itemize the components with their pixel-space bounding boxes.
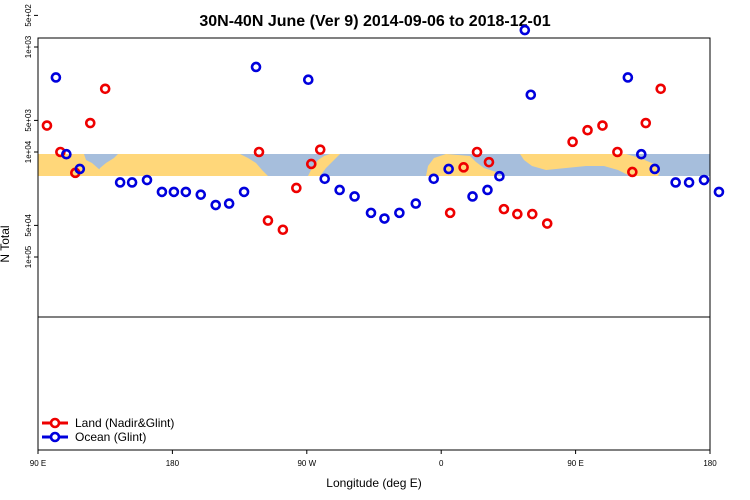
point-ocean xyxy=(238,186,250,198)
chart-title: 30N-40N June (Ver 9) 2014-09-06 to 2018-… xyxy=(199,13,550,30)
point-ocean xyxy=(223,198,235,209)
x-axis: 90 E 180 90 W 0 90 E 180 xyxy=(30,450,717,468)
point-ocean xyxy=(74,163,86,175)
legend-marker xyxy=(49,431,61,443)
legend-marker xyxy=(49,417,61,429)
point-ocean xyxy=(156,186,168,198)
point-land xyxy=(582,124,593,136)
point-land xyxy=(84,117,96,129)
point-ocean xyxy=(649,163,661,175)
x-tick-label: 90 E xyxy=(567,459,583,468)
point-ocean xyxy=(636,148,647,160)
point-land xyxy=(253,146,265,158)
point-land xyxy=(640,117,652,129)
point-ocean xyxy=(349,191,360,202)
point-land xyxy=(567,136,578,148)
point-land xyxy=(41,120,53,131)
point-ocean xyxy=(379,213,390,224)
point-ocean xyxy=(482,184,493,196)
point-ocean xyxy=(180,186,192,198)
point-land xyxy=(262,215,274,226)
point-land xyxy=(483,156,495,168)
point-ocean xyxy=(494,170,505,182)
point-ocean xyxy=(428,173,440,185)
plot-frame xyxy=(37,37,711,451)
point-land xyxy=(612,146,623,158)
x-tick-label: 0 xyxy=(439,459,444,468)
point-land xyxy=(458,162,469,173)
point-ocean xyxy=(519,24,531,36)
legend: Land (Nadir&Glint)Ocean (Glint) xyxy=(42,416,174,444)
point-ocean xyxy=(365,207,377,219)
point-land xyxy=(277,224,289,236)
point-land xyxy=(597,120,608,131)
point-ocean xyxy=(334,184,345,196)
x-tick-label: 180 xyxy=(166,459,180,468)
point-ocean xyxy=(250,61,262,73)
point-land xyxy=(498,203,510,215)
point-ocean xyxy=(168,186,180,198)
y-tick-label: 1e+04 xyxy=(24,140,33,163)
point-ocean xyxy=(50,72,62,83)
point-ocean xyxy=(319,173,331,185)
point-land xyxy=(444,207,456,219)
point-ocean xyxy=(683,177,695,188)
point-land xyxy=(526,208,538,220)
y-tick-label: 1e+03 xyxy=(24,35,33,58)
x-tick-label: 180 xyxy=(703,459,717,468)
x-tick-label: 90 W xyxy=(297,459,316,468)
y-tick-label: 5e+04 xyxy=(24,214,33,237)
point-ocean xyxy=(126,177,138,188)
point-ocean xyxy=(525,89,537,101)
point-land xyxy=(99,83,111,95)
point-ocean xyxy=(467,191,478,202)
point-land xyxy=(512,208,523,220)
point-land xyxy=(291,182,302,194)
world-map-band xyxy=(38,154,710,176)
point-ocean xyxy=(61,148,72,160)
map-land-4 xyxy=(520,154,660,176)
point-land xyxy=(655,83,667,95)
point-ocean xyxy=(443,163,454,175)
map-land-1 xyxy=(96,154,268,176)
x-tick-label: 90 E xyxy=(30,459,46,468)
point-land xyxy=(314,144,326,155)
point-ocean xyxy=(394,207,405,219)
point-ocean xyxy=(141,174,153,186)
legend-label: Land (Nadir&Glint) xyxy=(75,416,174,430)
point-ocean xyxy=(302,74,314,86)
x-axis-label: Longitude (deg E) xyxy=(326,476,421,490)
point-land xyxy=(627,166,638,178)
legend-label: Ocean (Glint) xyxy=(75,430,146,444)
y-tick-label: 1e+05 xyxy=(24,245,33,268)
point-ocean xyxy=(713,186,725,198)
point-land xyxy=(541,218,553,229)
y-axis-label: N Total xyxy=(0,225,12,262)
y-tick-label: 5e+03 xyxy=(24,109,33,132)
point-ocean xyxy=(410,198,422,209)
point-ocean xyxy=(210,199,222,211)
point-ocean xyxy=(114,177,126,188)
point-land xyxy=(305,158,317,170)
map-land-2 xyxy=(308,154,340,176)
point-ocean xyxy=(670,177,681,188)
point-ocean xyxy=(622,72,634,83)
point-land xyxy=(471,146,483,158)
data-points xyxy=(41,24,725,236)
point-ocean xyxy=(698,174,710,186)
y-tick-label: 5e+02 xyxy=(24,4,33,27)
point-ocean xyxy=(195,189,207,200)
